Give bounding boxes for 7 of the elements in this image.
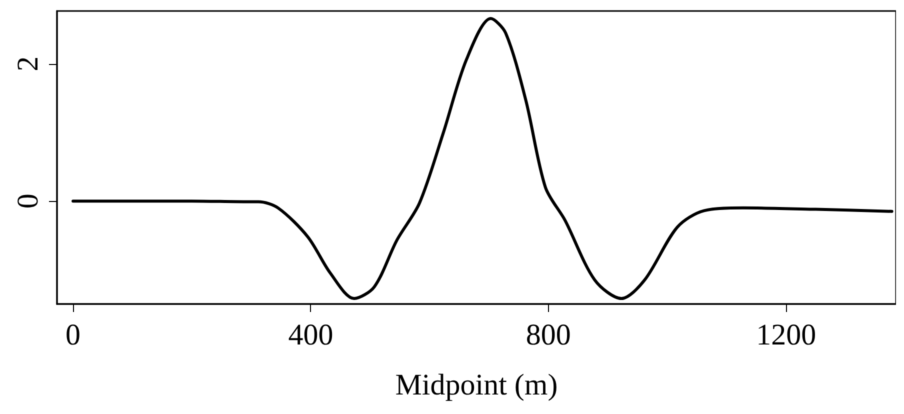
x-tick-label: 800 [526,318,571,352]
line-series [72,17,894,300]
x-axis-title: Midpoint (m) [395,368,558,402]
x-tick-label: 400 [288,318,334,352]
x-tick-label: 0 [66,318,81,352]
y-tick-label: 2 [12,56,44,72]
x-tick-label: 1200 [756,318,816,352]
